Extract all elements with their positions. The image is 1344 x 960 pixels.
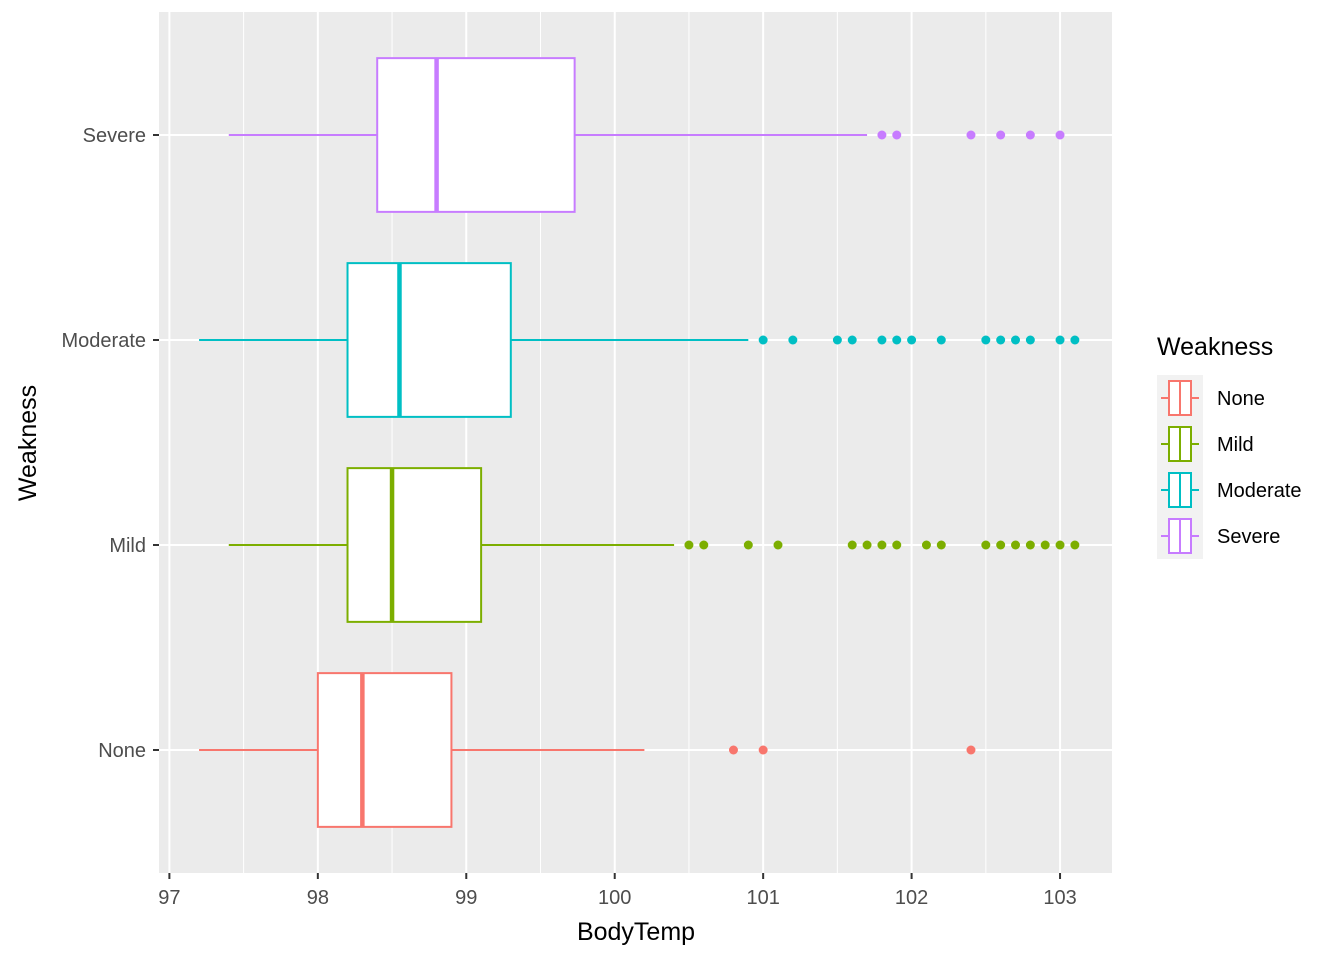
outlier-point	[1025, 130, 1035, 140]
outlier-point	[966, 745, 976, 755]
outlier-point	[936, 335, 946, 345]
x-tick-label: 100	[598, 887, 631, 909]
legend-key-mild	[1157, 421, 1203, 467]
outlier-point	[892, 130, 902, 140]
x-tick-label: 98	[307, 887, 329, 909]
outlier-point	[877, 335, 887, 345]
outlier-point	[684, 540, 694, 550]
y-tick-label: Mild	[109, 535, 146, 557]
legend-title: Weakness	[1157, 333, 1273, 361]
outlier-point	[743, 540, 753, 550]
x-tick-label: 97	[158, 887, 180, 909]
outlier-point	[773, 540, 783, 550]
outlier-point	[1055, 130, 1065, 140]
outlier-point	[862, 540, 872, 550]
outlier-point	[847, 335, 857, 345]
outlier-point	[699, 540, 709, 550]
x-tick-label: 99	[455, 887, 477, 909]
outlier-point	[892, 540, 902, 550]
box	[346, 262, 512, 418]
y-axis: None Mild Moderate Severe	[62, 125, 159, 762]
outlier-point	[1025, 335, 1035, 345]
legend-key-none	[1157, 375, 1203, 421]
outlier-point	[936, 540, 946, 550]
outlier-point	[1011, 335, 1021, 345]
y-tick-label: Moderate	[62, 330, 147, 352]
outlier-point	[892, 335, 902, 345]
outlier-point	[966, 130, 976, 140]
outlier-point	[1040, 540, 1050, 550]
outlier-point	[996, 540, 1006, 550]
outlier-point	[728, 745, 738, 755]
outlier-point	[1025, 540, 1035, 550]
outlier-point	[1070, 335, 1080, 345]
outlier-point	[921, 540, 931, 550]
outlier-point	[1055, 540, 1065, 550]
legend-label: Severe	[1217, 526, 1280, 548]
boxplot-mild	[228, 467, 1080, 623]
outlier-point	[981, 540, 991, 550]
outlier-point	[1070, 540, 1080, 550]
outlier-point	[847, 540, 857, 550]
legend-label: Moderate	[1217, 480, 1302, 502]
panel-background	[159, 12, 1112, 873]
outlier-point	[1055, 335, 1065, 345]
legend-label: None	[1217, 388, 1265, 410]
box	[376, 57, 576, 213]
box	[346, 467, 483, 623]
outlier-point	[981, 335, 991, 345]
outlier-point	[877, 540, 887, 550]
legend-key-moderate	[1157, 467, 1203, 513]
legend-key-severe	[1157, 513, 1203, 559]
outlier-point	[758, 335, 768, 345]
outlier-point	[996, 335, 1006, 345]
x-tick-label: 102	[895, 887, 928, 909]
x-tick-label: 101	[746, 887, 779, 909]
outlier-point	[877, 130, 887, 140]
outlier-point	[1011, 540, 1021, 550]
box	[316, 672, 453, 828]
boxplot-severe	[228, 57, 1065, 213]
boxplot-none	[199, 672, 976, 828]
legend: Weakness None Mild Moderate Severe	[1157, 333, 1302, 559]
y-axis-title: Weakness	[14, 385, 42, 501]
x-axis-title: BodyTemp	[577, 918, 695, 946]
x-axis: 97 98 99 100 101 102 103	[158, 873, 1077, 909]
boxplots	[199, 57, 1080, 828]
outlier-point	[907, 335, 917, 345]
outlier-point	[758, 745, 768, 755]
legend-label: Mild	[1217, 434, 1254, 456]
y-tick-label: Severe	[83, 125, 146, 147]
outlier-point	[788, 335, 798, 345]
outlier-point	[832, 335, 842, 345]
y-tick-label: None	[98, 740, 146, 762]
boxplot-moderate	[199, 262, 1080, 418]
outlier-point	[996, 130, 1006, 140]
x-tick-label: 103	[1043, 887, 1076, 909]
